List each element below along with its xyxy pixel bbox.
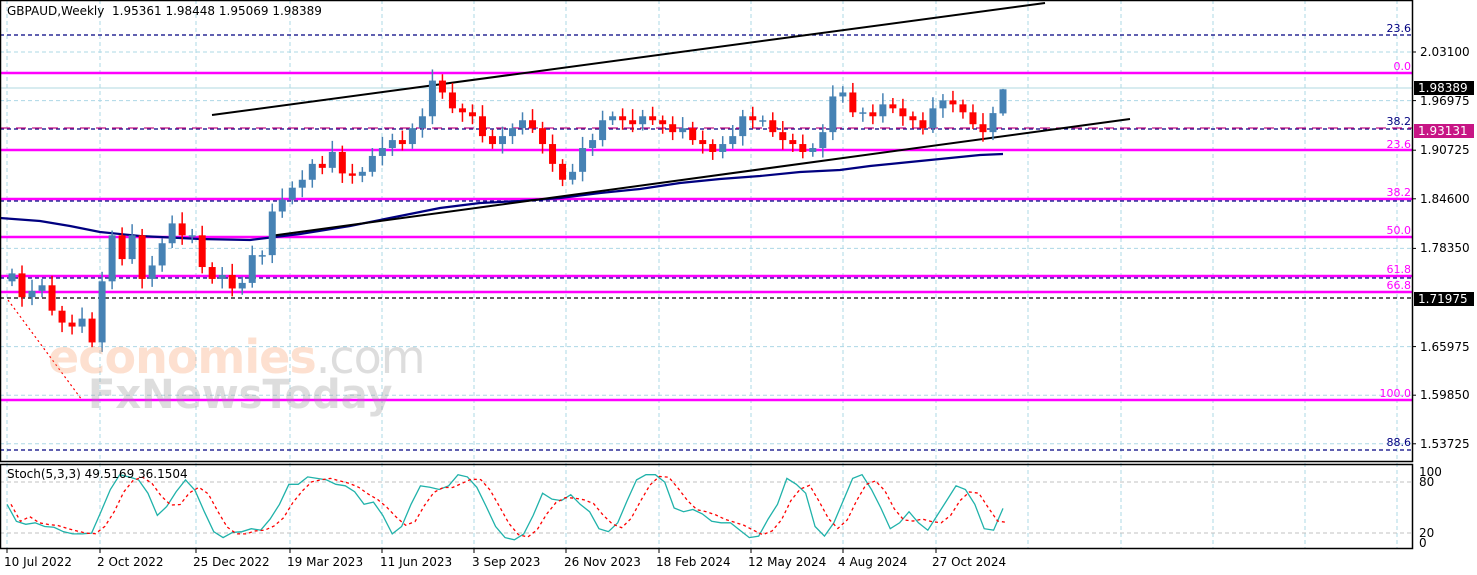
panel-frames [0, 0, 1416, 553]
symbol-timeframe: GBPAUD,Weekly [7, 4, 105, 18]
time-axis-label: 4 Aug 2024 [838, 555, 908, 569]
time-axis-label: 3 Sep 2023 [472, 555, 541, 569]
trendlines[interactable] [211, 2, 1131, 237]
time-axis-label: 11 Jun 2023 [380, 555, 453, 569]
grid-lines [0, 0, 1412, 548]
stoch-axis-100: 100 [1419, 465, 1442, 479]
time-axis-label: 25 Dec 2022 [193, 555, 270, 569]
fib-level-label: 50.0 [1386, 224, 1412, 237]
current-price-tag: 1.98389 [1414, 81, 1474, 95]
time-axis-label: 18 Feb 2024 [656, 555, 731, 569]
stochastic-label: Stoch(5,3,3) 49.5169 36.1504 [7, 467, 188, 481]
fibonacci-levels [0, 34, 1412, 451]
fib-level-label: 38.2 [1386, 115, 1412, 128]
time-axis-label: 26 Nov 2023 [564, 555, 641, 569]
fib-level-label: 38.2 [1386, 186, 1412, 199]
upper-channel-trendline[interactable] [211, 2, 1046, 116]
fib-level-label: 100.0 [1379, 387, 1412, 400]
fib-level-label: 66.8 [1386, 279, 1412, 292]
stoch-axis-0: 0 [1419, 536, 1427, 550]
level-price-tag: 1.93131 [1414, 124, 1474, 138]
fib-level-label: 23.6 [1386, 138, 1412, 151]
time-axis-label: 10 Jul 2022 [4, 555, 72, 569]
stoch-axis-20: 20 [1419, 526, 1435, 540]
stoch-axis-80: 80 [1419, 475, 1435, 489]
price-axis-label: 2.03100 [1420, 45, 1470, 59]
price-axis-label: 1.59850 [1420, 388, 1470, 403]
watermark-fxnewstoday: FxNewsToday [88, 372, 393, 418]
ohlc-values: 1.95361 1.98448 1.95069 1.98389 [112, 4, 322, 18]
time-axis-label: 27 Oct 2024 [932, 555, 1007, 569]
price-axis-label: 1.78350 [1420, 241, 1470, 256]
watermark-economies: economies.com [48, 330, 426, 384]
fib-level-label: 88.6 [1386, 436, 1412, 449]
time-axis-label: 2 Oct 2022 [97, 555, 164, 569]
fib-level-label: 61.8 [1386, 263, 1412, 276]
price-axis-label: 1.84600 [1420, 191, 1470, 206]
level-price-tag-black: 1.71975 [1414, 292, 1474, 306]
price-axis-label: 1.96975 [1420, 93, 1470, 108]
stochastic-oscillator [6, 473, 1008, 541]
symbol-info: GBPAUD,Weekly 1.95361 1.98448 1.95069 1.… [7, 4, 322, 18]
price-axis-label: 1.65975 [1420, 339, 1470, 354]
candlesticks [8, 69, 1007, 352]
fib-level-label: 23.6 [1386, 22, 1412, 35]
fib-level-label: 0.0 [1393, 60, 1412, 73]
lower-channel-trendline[interactable] [269, 118, 1131, 237]
moving-average-line [0, 152, 1004, 242]
price-axis-label: 1.90725 [1420, 143, 1470, 158]
time-axis-label: 12 May 2024 [748, 555, 827, 569]
time-axis-label: 19 Mar 2023 [287, 555, 364, 569]
price-axis-label: 1.53725 [1420, 436, 1470, 451]
